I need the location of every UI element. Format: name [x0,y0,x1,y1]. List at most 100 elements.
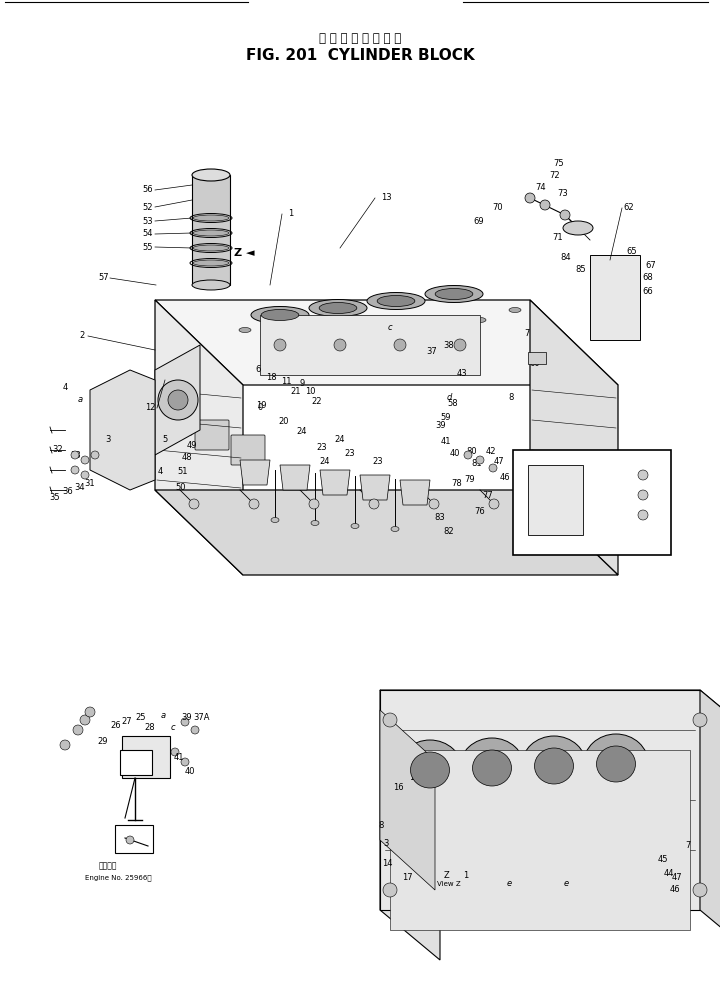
Ellipse shape [377,295,415,306]
Text: 37A: 37A [194,714,210,722]
Text: 58: 58 [448,398,459,407]
Polygon shape [320,470,350,495]
Text: 17: 17 [402,873,413,883]
Circle shape [126,836,134,844]
Bar [513,450,671,555]
Text: 8: 8 [508,392,513,401]
Text: 67: 67 [646,262,657,271]
Circle shape [540,200,550,210]
Text: 29: 29 [98,737,108,746]
Circle shape [168,390,188,410]
Text: 13: 13 [381,193,391,202]
Ellipse shape [193,245,229,251]
Text: 84: 84 [561,253,571,262]
Circle shape [638,490,648,500]
Text: 62: 62 [624,203,634,212]
Text: View Z: View Z [437,881,461,887]
Text: 41: 41 [174,753,184,762]
Ellipse shape [193,260,229,266]
Text: 40: 40 [185,766,195,776]
Text: 47: 47 [494,458,504,467]
Circle shape [383,883,397,897]
Circle shape [454,339,466,351]
FancyBboxPatch shape [231,435,265,465]
Text: 48: 48 [181,454,192,463]
Text: 76: 76 [474,506,485,515]
Polygon shape [240,460,270,485]
Ellipse shape [563,221,593,235]
Text: 85: 85 [576,265,586,274]
Text: 8: 8 [378,822,384,830]
Polygon shape [90,370,155,490]
Bar [115,825,153,853]
Text: 66: 66 [643,287,653,296]
Text: Engine No. 22144～28384: Engine No. 22144～28384 [553,545,633,551]
Circle shape [171,748,179,756]
Circle shape [81,456,89,464]
Circle shape [693,883,707,897]
Circle shape [464,451,472,459]
Text: 22: 22 [312,397,323,406]
Circle shape [249,499,259,509]
Text: 61: 61 [589,461,599,470]
Bar [528,465,583,535]
Text: 23: 23 [317,444,328,453]
Text: 23: 23 [373,458,383,467]
Text: a: a [78,395,83,404]
Circle shape [525,193,535,203]
Ellipse shape [367,292,425,309]
Text: 適用号番: 適用号番 [585,537,601,543]
Text: 28: 28 [145,723,156,732]
Ellipse shape [284,343,296,348]
Text: Engine No. 25966～: Engine No. 25966～ [85,875,151,881]
Circle shape [85,707,95,717]
Ellipse shape [309,299,367,316]
Text: 10: 10 [305,387,315,396]
Text: Engine No. 22144～28384: Engine No. 22144～28384 [528,506,617,513]
Text: 23: 23 [345,450,355,459]
Circle shape [73,725,83,735]
Text: 59: 59 [441,413,451,422]
Text: d: d [446,393,451,402]
Circle shape [191,726,199,734]
Ellipse shape [311,520,319,525]
Text: 32: 32 [53,446,63,455]
Circle shape [369,499,379,509]
Ellipse shape [583,734,649,794]
Circle shape [274,339,286,351]
Text: 3: 3 [105,435,111,445]
Text: c: c [171,723,175,732]
Text: b: b [590,278,595,287]
Text: 49: 49 [186,441,197,450]
Text: 6: 6 [256,366,261,375]
Text: 69: 69 [474,217,485,227]
Text: Z ◄: Z ◄ [234,248,254,258]
Text: 56: 56 [143,185,153,194]
Text: FIG. 201  CYLINDER BLOCK: FIG. 201 CYLINDER BLOCK [246,48,474,62]
FancyBboxPatch shape [158,405,192,435]
Text: 83: 83 [435,512,446,521]
Text: e: e [506,879,512,889]
Circle shape [181,718,189,726]
Polygon shape [280,465,310,490]
Text: a: a [161,712,166,720]
Text: 4: 4 [63,384,68,392]
Polygon shape [155,345,200,455]
Text: 9: 9 [300,379,305,387]
Text: 65: 65 [626,248,637,257]
Polygon shape [380,710,435,890]
Text: 0: 0 [257,403,263,412]
Text: 14: 14 [382,859,392,868]
Text: 41: 41 [441,436,451,446]
Text: 50: 50 [176,483,186,492]
Text: Z: Z [444,870,450,879]
Ellipse shape [425,285,483,302]
Text: 55: 55 [143,243,153,252]
Circle shape [394,339,406,351]
Circle shape [80,715,90,725]
Text: 35: 35 [50,494,60,502]
Text: d: d [537,462,543,471]
Bar [260,315,480,375]
Text: 78: 78 [451,480,462,489]
Text: 1: 1 [289,209,294,218]
